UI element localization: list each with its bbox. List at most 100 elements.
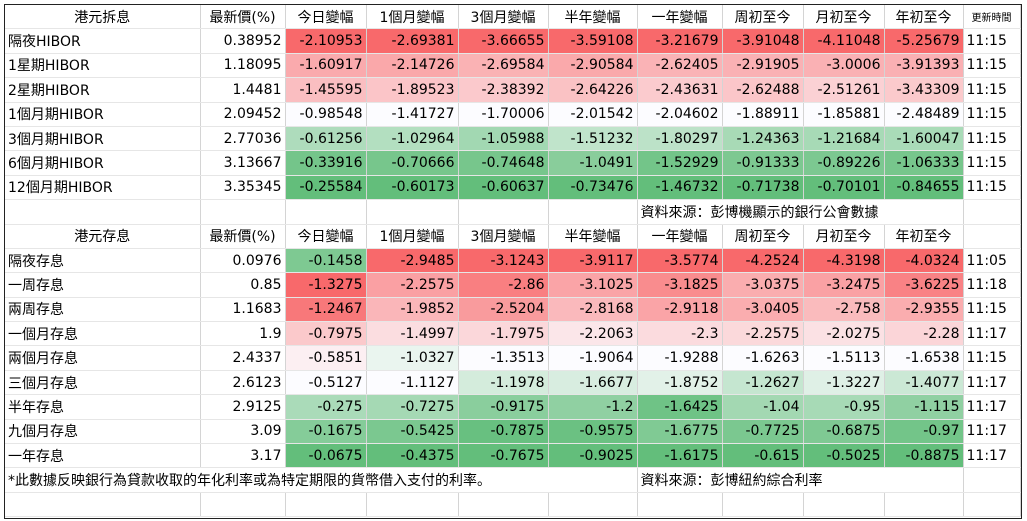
cell: [200, 492, 286, 518]
cell: 0.38952: [200, 28, 286, 54]
cell: [5, 492, 201, 518]
cell: 一年變幅: [637, 224, 723, 249]
cell: -0.5127: [285, 370, 367, 396]
row: 1個月期HIBOR 2.09452 -0.98548 -1.41727 -1.70006…: [5, 102, 1021, 127]
cell: 0.85: [200, 272, 286, 298]
cell: -0.91333: [722, 150, 804, 176]
cell: [458, 492, 549, 518]
cell: -2.9118: [637, 297, 723, 323]
cell: -1.2627: [722, 370, 804, 396]
cell: 年初至今: [884, 5, 964, 30]
cell: 11:15: [963, 53, 1021, 79]
cell: -2.69584: [458, 53, 549, 79]
cell: -1.4077: [884, 370, 964, 396]
cell: -3.0375: [722, 272, 804, 298]
cell: 11:15: [963, 297, 1021, 323]
cell: *此數據反映銀行為貸款收取的年化利率或為特定期限的貨幣借入支付的利率。: [5, 467, 638, 493]
cell: 2.77036: [200, 126, 286, 152]
cell: 11:18: [963, 272, 1021, 298]
cell: 11:15: [963, 175, 1021, 201]
cell: -1.60047: [884, 126, 964, 152]
cell: -1.0327: [366, 345, 459, 371]
sheet: 港元拆息 最新價(%) 今日變幅 1個月變幅 3個月變幅 半年變幅 一年變幅 周初至今 月初至今…: [4, 4, 1022, 519]
cell: 11:17: [963, 394, 1021, 420]
row: 1星期HIBOR 1.18095 -1.60917 -2.14726 -2.69584-…: [5, 53, 1021, 79]
cell: 2.4337: [200, 345, 286, 371]
cell: -0.98548: [285, 102, 367, 127]
cell: -0.7725: [722, 419, 804, 445]
cell: [963, 467, 1021, 493]
cell: 今日變幅: [285, 5, 367, 30]
row: 三個月存息 2.6123 -0.5127 -1.1127 -1.1978 -1.6677-…: [5, 370, 1021, 396]
cell: 1個月期HIBOR: [5, 102, 201, 127]
cell: [963, 492, 1021, 518]
cell: 1.18095: [200, 53, 286, 79]
cell: -1.04: [722, 394, 804, 420]
cell: -2.01542: [548, 102, 638, 127]
cell: -4.0324: [884, 248, 964, 274]
cell: -2.5204: [458, 297, 549, 323]
cell: -1.80297: [637, 126, 723, 152]
cell: 最新價(%): [200, 224, 286, 249]
cell: 1星期HIBOR: [5, 53, 201, 79]
cell: -1.6175: [637, 443, 723, 469]
cell: -2.48489: [884, 102, 964, 127]
cell: -0.7275: [366, 394, 459, 420]
cell: -2.14726: [366, 53, 459, 79]
cell: -2.38392: [458, 77, 549, 103]
cell: -0.97: [884, 419, 964, 445]
cell: -0.61256: [285, 126, 367, 152]
cell: -2.0275: [803, 321, 885, 347]
cell: 月初至今: [803, 224, 885, 249]
cell: 1.1683: [200, 297, 286, 323]
row: 一年存息 3.17 -0.0675 -0.4375 -0.7675 -0.9025 -1.6…: [5, 443, 1021, 469]
cell: -2.62488: [722, 77, 804, 103]
cell: -0.5851: [285, 345, 367, 371]
cell: [366, 199, 459, 225]
cell: -2.64226: [548, 77, 638, 103]
cell: 一年變幅: [637, 5, 723, 30]
cell: 3個月期HIBOR: [5, 126, 201, 152]
cell: 資料來源：彭博紐約綜合利率: [637, 467, 964, 493]
cell: -3.5774: [637, 248, 723, 274]
cell: -3.9117: [548, 248, 638, 274]
cell: 兩周存息: [5, 297, 201, 323]
cell: -1.70006: [458, 102, 549, 127]
cell: 11:15: [963, 77, 1021, 103]
cell: -2.9485: [366, 248, 459, 274]
row: *此數據反映銀行為貸款收取的年化利率或為特定期限的貨幣借入支付的利率。 資料來源：…: [5, 467, 1021, 493]
row: 九個月存息 3.09 -0.1675 -0.5425 -0.7875 -0.9575 -1.…: [5, 419, 1021, 445]
cell: 更新時間: [963, 5, 1021, 30]
cell: 12個月期HIBOR: [5, 175, 201, 201]
cell: [803, 492, 885, 518]
cell: 3個月變幅: [458, 224, 549, 249]
row: 半年存息 2.9125 -0.275 -0.7275 -0.9175 -1.2 -1.642…: [5, 394, 1021, 420]
cell: 半年存息: [5, 394, 201, 420]
cell: -0.70101: [803, 175, 885, 201]
cell: -0.84655: [884, 175, 964, 201]
cell: -1.9064: [548, 345, 638, 371]
cell: -1.2: [548, 394, 638, 420]
cell: -1.6425: [637, 394, 723, 420]
cell: -3.1825: [637, 272, 723, 298]
cell: 11:15: [963, 102, 1021, 127]
cell: -0.275: [285, 394, 367, 420]
cell: [458, 199, 549, 225]
cell: -1.46732: [637, 175, 723, 201]
cell: -1.4997: [366, 321, 459, 347]
cell: -2.2063: [548, 321, 638, 347]
cell: -0.1458: [285, 248, 367, 274]
cell: -1.21684: [803, 126, 885, 152]
row: 隔夜HIBOR 0.38952 -2.10953 -2.69381 -3.66655 -3…: [5, 28, 1021, 54]
cell: -2.43631: [637, 77, 723, 103]
cell: 11:17: [963, 443, 1021, 469]
cell: 2.09452: [200, 102, 286, 127]
cell: -3.0006: [803, 53, 885, 79]
cell: 11:15: [963, 126, 1021, 152]
cell: -2.62405: [637, 53, 723, 79]
cell: 最新價(%): [200, 5, 286, 30]
cell: 1.4481: [200, 77, 286, 103]
cell: -4.3198: [803, 248, 885, 274]
cell: -4.2524: [722, 248, 804, 274]
cell: -1.5113: [803, 345, 885, 371]
